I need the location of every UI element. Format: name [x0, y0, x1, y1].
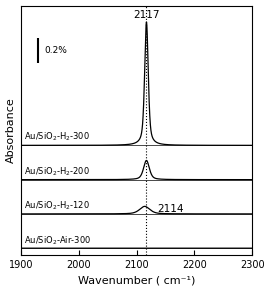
Text: 0.2%: 0.2% [44, 46, 67, 55]
X-axis label: Wavenumber ( cm⁻¹): Wavenumber ( cm⁻¹) [78, 276, 195, 285]
Y-axis label: Absorbance: Absorbance [6, 97, 16, 163]
Text: 2114: 2114 [157, 204, 184, 214]
Text: Au/SiO$_2$-H$_2$-120: Au/SiO$_2$-H$_2$-120 [24, 200, 90, 212]
Text: Au/SiO$_2$-Air-300: Au/SiO$_2$-Air-300 [24, 234, 91, 246]
Text: 2117: 2117 [133, 10, 160, 20]
Text: Au/SiO$_2$-H$_2$-200: Au/SiO$_2$-H$_2$-200 [24, 166, 90, 178]
Text: Au/SiO$_2$-H$_2$-300: Au/SiO$_2$-H$_2$-300 [24, 131, 90, 143]
